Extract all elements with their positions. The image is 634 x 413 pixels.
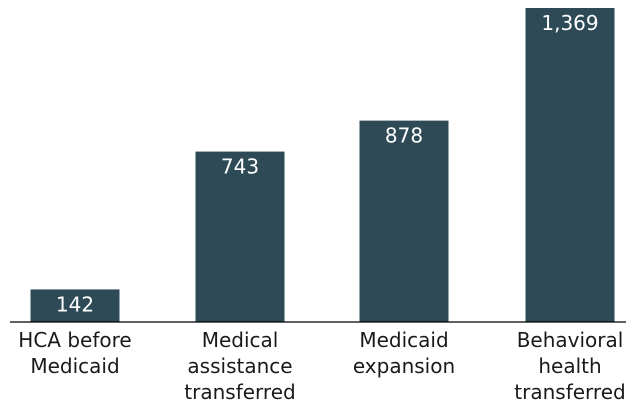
category-label-line: health xyxy=(538,354,601,378)
category-label-line: HCA before xyxy=(18,328,131,352)
category-label-line: Medicaid xyxy=(30,354,119,378)
bar-value-label-3: 1,369 xyxy=(541,11,598,35)
category-label-line: assistance xyxy=(187,354,292,378)
category-label-line: transferred xyxy=(184,380,295,404)
category-label-line: Medicaid xyxy=(359,328,448,352)
category-label-line: Behavioral xyxy=(517,328,624,352)
category-label-3: Behavioral health transferred xyxy=(514,328,625,404)
category-label-1: Medical assistance transferred xyxy=(184,328,295,404)
category-label-0: HCA before Medicaid xyxy=(18,328,131,378)
bar-2 xyxy=(359,120,449,322)
category-label-line: Medical xyxy=(202,328,279,352)
bar-0 xyxy=(30,289,120,322)
category-label-2: Medicaid expansion xyxy=(353,328,455,378)
bar-value-label-2: 878 xyxy=(385,124,423,148)
bar-value-label-1: 743 xyxy=(221,155,259,179)
bars-layer: 142 743 878 1,369 xyxy=(30,8,615,322)
category-label-line: transferred xyxy=(514,380,625,404)
bar-1 xyxy=(195,151,285,322)
bar-value-label-0: 142 xyxy=(56,292,94,316)
bar-3 xyxy=(525,8,615,322)
category-label-line: expansion xyxy=(353,354,455,378)
